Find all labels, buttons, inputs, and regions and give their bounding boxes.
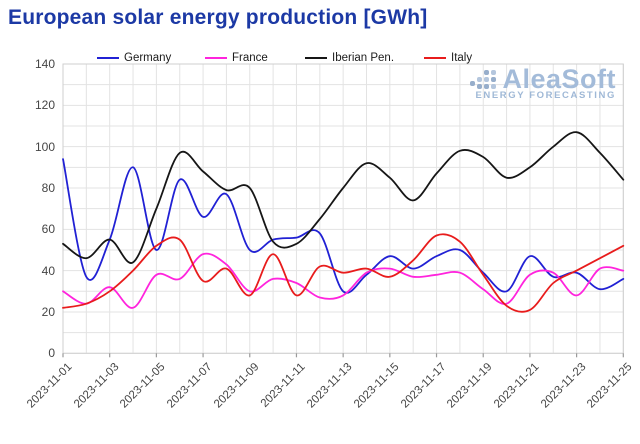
france-line-marker <box>205 57 227 59</box>
chart-title: European solar energy production [GWh] <box>8 6 428 29</box>
legend-label-iberian: Iberian Pen. <box>332 52 395 64</box>
germany-line-marker <box>97 57 119 59</box>
legend-item-france[interactable]: France <box>205 50 268 66</box>
legend-label-germany: Germany <box>124 52 172 64</box>
y-tick-label: 40 <box>41 263 55 278</box>
y-tick-label: 120 <box>34 98 55 113</box>
legend-item-germany[interactable]: Germany <box>97 50 171 66</box>
legend-label-france: France <box>232 52 268 64</box>
legend: Germany France Iberian Pen. Italy <box>0 50 640 68</box>
series-line-iberian-pen <box>62 131 625 264</box>
legend-item-italy[interactable]: Italy <box>424 50 472 66</box>
legend-item-iberian[interactable]: Iberian Pen. <box>305 50 394 66</box>
y-tick-label: 60 <box>41 222 55 237</box>
iberian-line-marker <box>305 57 327 59</box>
y-tick-label: 80 <box>41 180 55 195</box>
y-tick-label: 20 <box>41 304 55 319</box>
series-line-italy <box>62 233 625 313</box>
series-line-germany <box>62 158 625 294</box>
y-tick-label: 140 <box>34 57 55 71</box>
y-tick-label: 0 <box>48 346 55 361</box>
italy-line-marker <box>424 57 446 59</box>
legend-label-italy: Italy <box>451 52 473 64</box>
series-line-france <box>62 252 625 309</box>
y-tick-label: 100 <box>34 139 55 154</box>
